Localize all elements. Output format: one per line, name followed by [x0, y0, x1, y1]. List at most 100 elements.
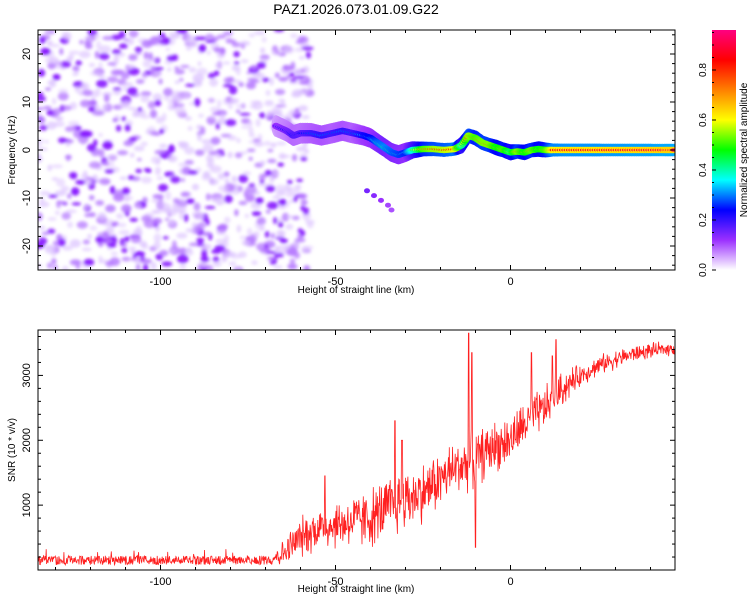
noise-blob [123, 38, 130, 42]
noise-blob [68, 171, 78, 179]
noise-blob [293, 75, 305, 79]
noise-blob [81, 247, 92, 252]
noise-blob [123, 100, 131, 108]
noise-blob [293, 196, 298, 203]
noise-blob [178, 162, 189, 167]
noise-blob [128, 54, 138, 61]
noise-blob [49, 56, 59, 64]
colorbar-ticks: 0.0 0.2 0.4 0.6 0.8 [698, 32, 716, 277]
noise-blob [185, 45, 192, 51]
noise-blob [185, 83, 196, 87]
noise-blob [44, 245, 55, 249]
noise-blob [118, 222, 127, 228]
noise-blob [285, 223, 294, 230]
noise-blob [172, 198, 180, 204]
noise-blob [82, 89, 93, 97]
noise-blob [159, 249, 169, 257]
noise-blob [269, 77, 274, 86]
noise-blob [216, 50, 226, 59]
noise-blob [276, 141, 287, 146]
noise-blob [65, 209, 77, 214]
figure-title: PAZ1.2026.073.01.09.G22 [273, 1, 439, 17]
noise-blob [264, 101, 275, 107]
noise-blob [86, 143, 96, 152]
noise-blob [208, 178, 219, 186]
noise-blob [184, 116, 192, 121]
noise-blob [133, 202, 142, 209]
noise-blob [305, 51, 312, 59]
noise-blob [195, 81, 203, 86]
noise-blob [142, 264, 149, 270]
noise-blob [63, 32, 72, 41]
noise-blob [79, 130, 91, 138]
noise-blob [84, 179, 93, 186]
noise-blob [123, 140, 134, 147]
noise-blob [109, 233, 117, 237]
noise-blob [61, 212, 71, 220]
noise-blob [278, 76, 289, 82]
noise-blob [187, 125, 193, 131]
noise-blob [245, 186, 257, 194]
noise-blob [266, 110, 273, 119]
noise-blob [273, 30, 285, 33]
noise-blob [135, 79, 145, 84]
noise-blob [251, 80, 261, 83]
noise-blob [39, 36, 46, 44]
noise-blob [143, 51, 149, 60]
colorbar-tick-label: 0.8 [698, 63, 709, 77]
noise-blob [141, 39, 153, 48]
noise-blob [172, 202, 181, 212]
noise-blob [174, 80, 180, 85]
noise-blob [221, 254, 228, 263]
spectrogram-xlabel: Height of straight line (km) [298, 285, 415, 296]
noise-blob [67, 193, 72, 199]
noise-blob [170, 176, 181, 184]
noise-blob [165, 47, 170, 52]
noise-blob [215, 122, 220, 130]
noise-blob [293, 252, 301, 259]
noise-blob [140, 258, 152, 265]
noise-blob [60, 185, 70, 192]
noise-blob [57, 92, 69, 101]
noise-blob [127, 175, 135, 181]
noise-blob [255, 118, 261, 127]
noise-blob [247, 227, 253, 236]
noise-blob [93, 139, 98, 147]
noise-blob [58, 88, 68, 94]
snr-series-line [38, 332, 675, 567]
noise-blob [169, 218, 175, 226]
noise-blob [297, 193, 308, 199]
noise-blob [88, 106, 96, 113]
noise-blob [209, 165, 222, 173]
x-tick-label: 0 [507, 576, 513, 588]
noise-blob [240, 59, 249, 63]
noise-blob [66, 154, 71, 162]
noise-blob [238, 200, 248, 206]
noise-blob [51, 258, 57, 265]
noise-blob [185, 35, 196, 45]
noise-blob [166, 67, 172, 72]
noise-blob [216, 34, 226, 39]
noise-blob [206, 159, 215, 167]
noise-blob [223, 171, 230, 177]
noise-blob [155, 116, 165, 124]
snr-line-layer [38, 332, 675, 567]
noise-blob [49, 44, 61, 48]
noise-blob [231, 42, 242, 48]
noise-blob [124, 236, 130, 242]
noise-blob [236, 224, 242, 233]
noise-blob [279, 198, 287, 206]
noise-blob [107, 76, 119, 83]
noise-blob [74, 85, 81, 93]
noise-blob [279, 238, 288, 244]
x-tick-label: -100 [149, 276, 171, 288]
noise-blob [248, 126, 254, 136]
colorbar: 0.0 0.2 0.4 0.6 0.8 Normalized spectral ampl… [698, 30, 750, 277]
noise-blob [38, 69, 46, 77]
noise-blob [119, 176, 128, 180]
noise-blob [71, 125, 76, 133]
noise-blob [59, 60, 72, 68]
noise-blob [287, 179, 293, 185]
noise-blob [135, 168, 142, 174]
noise-blob [105, 226, 115, 234]
